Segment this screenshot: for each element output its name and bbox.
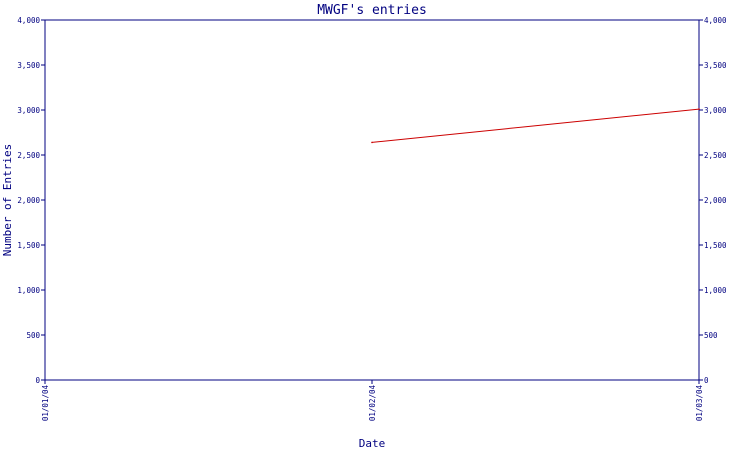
y-axis-right: 0 500 1,000 1,500 2,000 2,500 3,000 3,500 4,000: [699, 16, 727, 385]
y-tick-label-left: 3,500: [17, 61, 40, 70]
data-point: [698, 108, 700, 110]
series-line: [371, 108, 700, 143]
x-axis-title: Date: [359, 437, 386, 450]
y-axis-left: 0 500 1,000 1,500 2,000 2,500 3,000 3,500 4,000: [17, 16, 45, 385]
y-tick-label-right: 2,000: [704, 196, 727, 205]
y-tick-label-left: 0: [35, 376, 40, 385]
y-tick-label-right: 3,500: [704, 61, 727, 70]
y-tick-label-left: 1,000: [17, 286, 40, 295]
y-tick-label-right: 3,000: [704, 106, 727, 115]
series-layer: [371, 108, 700, 144]
y-tick-label-left: 2,500: [17, 151, 40, 160]
data-point: [371, 141, 373, 144]
y-tick-label-left: 1,500: [17, 241, 40, 250]
y-tick-label-right: 1,500: [704, 241, 727, 250]
y-tick-label-right: 500: [704, 331, 718, 340]
x-tick-label: 01/03/04: [695, 385, 704, 422]
x-axis: 01/01/04 01/02/04 01/03/04: [41, 380, 704, 421]
x-tick-label: 01/01/04: [41, 385, 50, 422]
x-tick-label: 01/02/04: [368, 385, 377, 422]
y-tick-label-right: 4,000: [704, 16, 727, 25]
y-tick-label-right: 0: [704, 376, 709, 385]
y-tick-label-right: 2,500: [704, 151, 727, 160]
chart-title: MWGF's entries: [317, 3, 427, 18]
y-tick-label-left: 3,000: [17, 106, 40, 115]
y-tick-label-right: 1,000: [704, 286, 727, 295]
y-axis-title: Number of Entries: [1, 144, 14, 257]
y-tick-label-left: 4,000: [17, 16, 40, 25]
y-tick-label-left: 2,000: [17, 196, 40, 205]
y-tick-label-left: 500: [26, 331, 40, 340]
